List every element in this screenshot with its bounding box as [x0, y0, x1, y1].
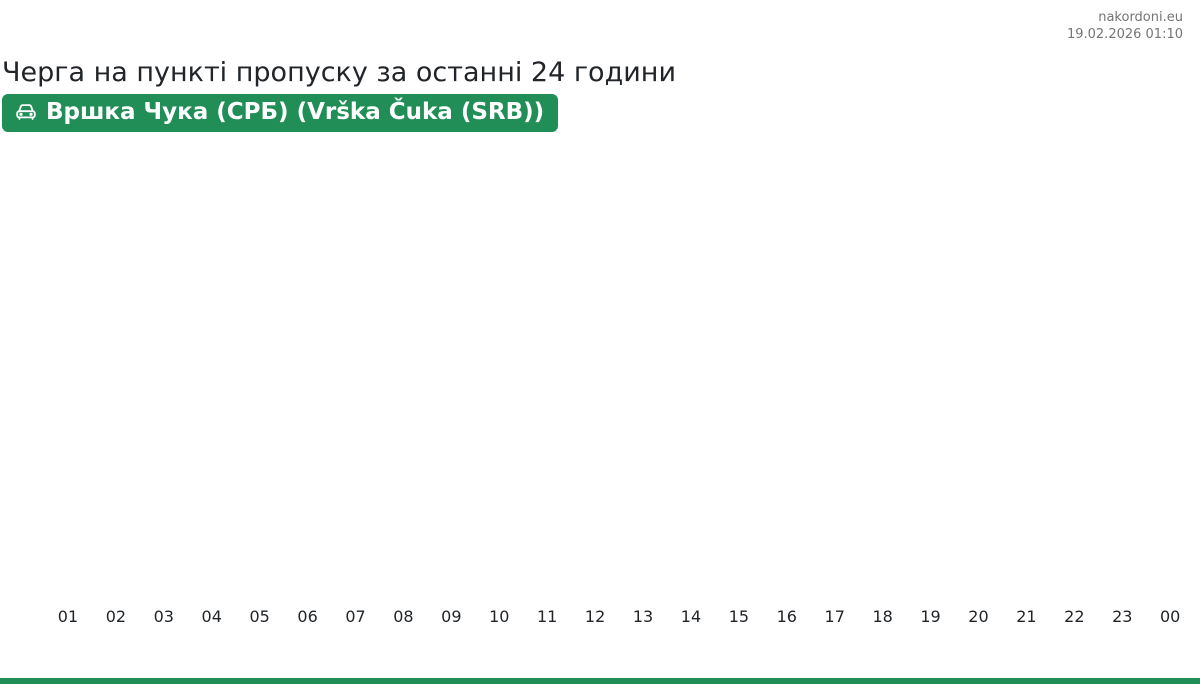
page-title: Черга на пункті пропуску за останні 24 г… [2, 57, 676, 88]
axis-tick-label: 02 [105, 607, 127, 626]
checkpoint-badge[interactable]: Вршка Чука (СРБ) (Vrška Čuka (SRB)) [2, 94, 559, 132]
axis-tick-label: 23 [1112, 607, 1133, 626]
bar-cell [811, 140, 859, 600]
axis-tick-label: 14 [680, 607, 702, 626]
timestamp: 19.02.2026 01:10 [1066, 27, 1183, 42]
bar-cell [188, 140, 236, 600]
axis-tick-label: 07 [345, 607, 366, 626]
bar-cell [1098, 140, 1146, 600]
bar-cell [1146, 140, 1194, 600]
bar-cell [1050, 140, 1098, 600]
axis-tick-label: 00 [1159, 607, 1181, 626]
header-meta: nakordoni.eu 19.02.2026 01:10 [1067, 9, 1183, 43]
axis-tick-label: 06 [297, 607, 318, 626]
axis-tick-label: 15 [728, 607, 750, 626]
axis-tick-label: 08 [393, 607, 414, 626]
axis-tick-label: 18 [872, 607, 893, 626]
bar-cell [715, 140, 763, 600]
axis-tick-label: 04 [201, 607, 222, 626]
axis-tick-label: 03 [153, 607, 174, 626]
car-front-icon [14, 100, 38, 124]
bar-cell [763, 140, 811, 600]
axis-tick-label: 09 [441, 607, 462, 626]
bar-cell [859, 140, 907, 600]
axis-tick-label: 11 [537, 607, 558, 626]
bar-cell [284, 140, 332, 600]
bar-cell [140, 140, 188, 600]
bar-cell [44, 140, 92, 600]
axis-tick-label: 10 [489, 607, 510, 626]
site-link[interactable]: nakordoni.eu [1098, 10, 1183, 25]
bar-cell [379, 140, 427, 600]
bar-cell [667, 140, 715, 600]
axis-tick-label: 01 [57, 607, 79, 626]
footer-strip [0, 678, 1200, 684]
axis-tick-label: 22 [1064, 607, 1085, 626]
bar-cell [619, 140, 667, 600]
bar-cell [523, 140, 571, 600]
bar-cell [955, 140, 1003, 600]
bar-cell [427, 140, 475, 600]
bar-cell [332, 140, 380, 600]
bar-cell [571, 140, 619, 600]
x-axis: 01 02 03 04 05 06 07 08 09 10 11 12 13 14 15 16 17 18 19 20… [44, 607, 1194, 626]
checkpoint-badge-label: Вршка Чука (СРБ) (Vrška Čuka (SRB)) [46, 99, 545, 125]
bar-cell [907, 140, 955, 600]
axis-tick-label: 16 [776, 607, 797, 626]
bar-cell [475, 140, 523, 600]
axis-tick-label: 17 [824, 607, 845, 626]
bar-cell [1002, 140, 1050, 600]
axis-tick-label: 12 [584, 607, 606, 626]
bar-cell [92, 140, 140, 600]
chart-plot-area [44, 140, 1194, 600]
axis-tick-label: 20 [968, 607, 989, 626]
axis-tick-label: 13 [632, 607, 654, 626]
bar-cell [236, 140, 284, 600]
axis-tick-label: 21 [1016, 607, 1037, 626]
axis-tick-label: 19 [920, 607, 941, 626]
axis-tick-label: 05 [249, 607, 270, 626]
